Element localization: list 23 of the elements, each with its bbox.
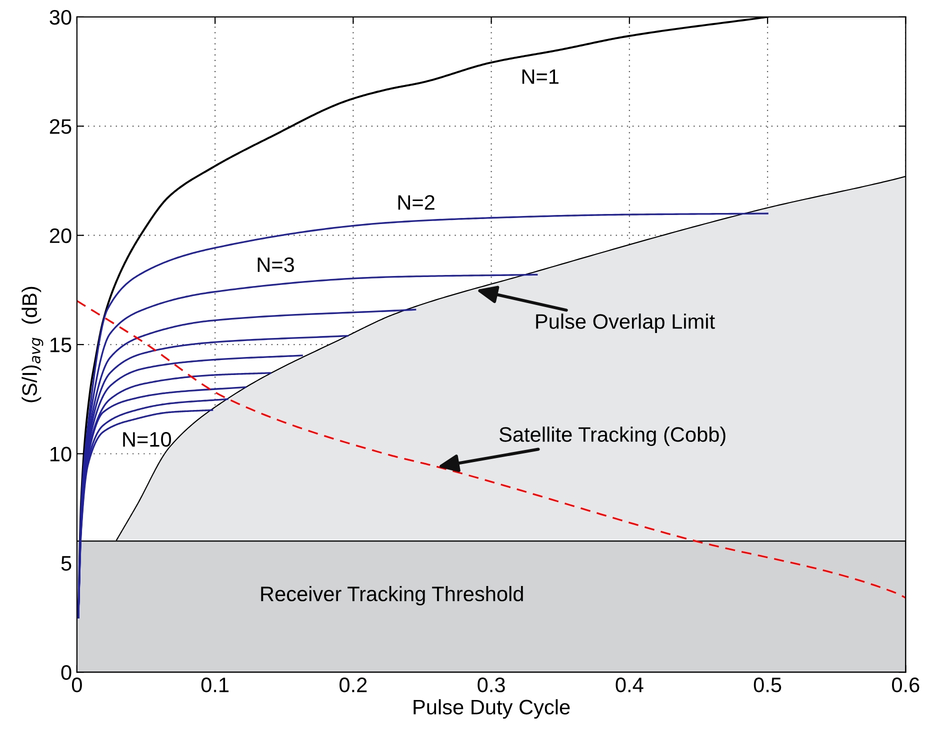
series-label: N=3 <box>258 257 294 272</box>
series-label: N=1 <box>522 69 558 84</box>
x-tick-label: 0.5 <box>754 678 782 692</box>
band-label: Receiver Tracking Threshold <box>261 586 523 606</box>
y-tick-label: 10 <box>50 446 72 462</box>
x-tick-label: 0 <box>72 678 82 692</box>
y-tick-label: 25 <box>50 119 72 134</box>
y-tick-label: 30 <box>50 10 72 25</box>
y-tick-label: 20 <box>50 228 72 244</box>
series-label: N=2 <box>398 195 434 210</box>
annotation: Pulse Overlap Limit <box>536 314 715 333</box>
annotation: Satellite Tracking (Cobb) <box>500 426 726 446</box>
x-tick-label: 0.3 <box>478 678 505 692</box>
series-label: N=10 <box>123 432 172 447</box>
y-tick-label: 15 <box>50 338 72 352</box>
x-tick-label: 0.2 <box>340 678 367 692</box>
x-tick-label: 0.1 <box>201 678 229 692</box>
y-tick-label: 5 <box>61 556 72 571</box>
y-tick-label: 0 <box>61 665 72 680</box>
x-axis-title: Pulse Duty Cycle <box>414 699 570 719</box>
y-axis-title: (S/I)$_{avg}$ (dB) <box>22 286 44 402</box>
x-tick-label: 0.4 <box>616 678 644 692</box>
x-tick-label: 0.6 <box>892 678 920 692</box>
